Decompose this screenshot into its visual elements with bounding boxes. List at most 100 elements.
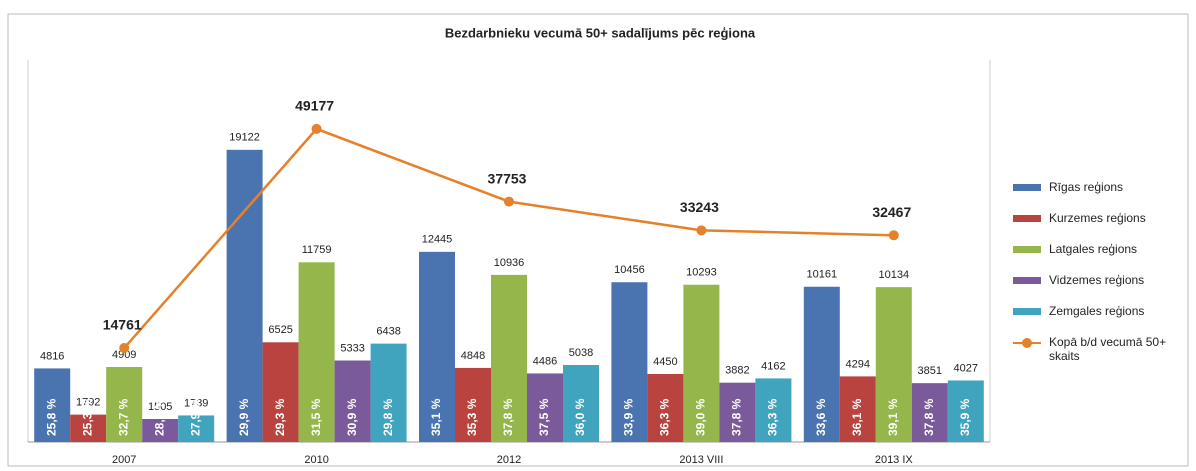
x-tick-label: 2010 <box>304 454 328 466</box>
bar <box>947 380 984 442</box>
bar-value-label: 4294 <box>846 358 870 370</box>
bar-value-label: 11759 <box>302 244 332 256</box>
bar-value-label: 3882 <box>725 365 749 377</box>
bar <box>911 383 948 442</box>
bar-share-label: 37,8 % <box>501 398 515 436</box>
bar-share-label: 32,7 % <box>116 398 130 436</box>
bar <box>262 342 299 442</box>
legend-marker <box>1022 338 1032 348</box>
x-tick-label: 2007 <box>112 454 136 466</box>
bar-value-label: 4027 <box>954 362 978 374</box>
bar <box>334 360 371 442</box>
legend: Rīgas reģions Kurzemes reģions Latgales re… <box>1013 180 1183 366</box>
bar-value-label: 10293 <box>686 267 717 279</box>
legend-label: Kurzemes reģions <box>1049 211 1146 225</box>
legend-item: Latgales reģions <box>1013 242 1183 273</box>
bar-value-label: 4909 <box>112 349 136 361</box>
bar <box>370 343 407 442</box>
bar <box>875 287 912 442</box>
bar <box>106 366 143 442</box>
bar-value-label: 19122 <box>229 132 260 144</box>
bar-value-label: 3851 <box>918 365 942 377</box>
bar-share-label: 36,3 % <box>766 398 780 436</box>
bar-value-label: 4486 <box>533 355 557 367</box>
line-point <box>311 123 322 134</box>
bar-share-label: 30,9 % <box>345 398 359 436</box>
bar-share-label: 29,9 % <box>237 398 251 436</box>
line-point <box>504 196 514 207</box>
bar-share-label: 35,3 % <box>465 398 479 436</box>
legend-swatch <box>1013 277 1041 284</box>
bar-value-label: 6438 <box>376 326 400 338</box>
bar-value-label: 4450 <box>653 356 677 368</box>
line-point <box>119 343 130 354</box>
bar-value-label: 1739 <box>184 397 208 409</box>
legend-swatch <box>1013 184 1041 191</box>
bar-value-label: 10134 <box>879 269 910 281</box>
bar-share-label: 36,0 % <box>573 398 587 436</box>
legend-label: Kopā b/d vecumā 50+ skaits <box>1049 335 1167 363</box>
bar <box>419 251 455 442</box>
bar-value-label: 10161 <box>807 269 838 281</box>
x-tick-label: 2012 <box>497 454 521 466</box>
bar <box>719 382 756 442</box>
bar <box>839 376 876 442</box>
bar-value-label: 5038 <box>569 347 593 359</box>
bar-share-label: 37,8 % <box>730 398 744 436</box>
bar <box>527 373 563 442</box>
bar <box>491 274 527 442</box>
bar <box>455 367 491 442</box>
bar-share-label: 37,5 % <box>537 398 551 436</box>
legend-swatch <box>1013 246 1041 253</box>
bar <box>70 414 107 442</box>
bar-share-label: 33,9 % <box>622 398 636 436</box>
bar <box>142 419 179 442</box>
legend-label: Latgales reģions <box>1049 242 1138 256</box>
bar-value-label: 10936 <box>494 257 525 269</box>
x-tick-label: 2013 VIII <box>679 454 723 466</box>
bar <box>226 149 263 442</box>
line-value-label: 37753 <box>488 170 527 186</box>
bar-value-label: 12445 <box>422 234 453 246</box>
legend-label: Zemgales reģions <box>1049 304 1145 318</box>
legend-swatch <box>1013 215 1041 222</box>
line-value-label: 33243 <box>680 199 719 215</box>
legend-item: Kopā b/d vecumā 50+ skaits <box>1013 335 1183 366</box>
bar-share-label: 31,5 % <box>309 398 323 436</box>
bar-share-label: 36,3 % <box>658 398 672 436</box>
bar-value-label: 10456 <box>614 264 645 276</box>
bar <box>647 374 684 442</box>
bar-share-label: 35,9 % <box>958 398 972 436</box>
bar-share-label: 39,0 % <box>694 398 708 436</box>
line-point <box>888 230 899 241</box>
legend-swatch <box>1013 308 1041 315</box>
legend-item: Vidzemes reģions <box>1013 273 1183 304</box>
bar <box>683 284 720 442</box>
legend-label: Rīgas reģions <box>1049 180 1124 194</box>
x-tick-label: 2013 IX <box>875 454 914 466</box>
bar-share-label: 39,1 % <box>886 398 900 436</box>
bar-value-label: 6525 <box>268 324 292 336</box>
line-value-label: 14761 <box>103 317 142 333</box>
chart-title: Bezdarbnieku vecumā 50+ sadalījums pēc r… <box>445 25 756 40</box>
line-value-label: 32467 <box>872 204 911 220</box>
legend-item: Zemgales reģions <box>1013 304 1183 335</box>
line-point <box>696 225 707 236</box>
bar-share-label: 35,1 % <box>429 398 443 436</box>
bar-value-label: 1792 <box>76 397 100 409</box>
bar-share-label: 25,3 % <box>80 398 94 436</box>
bar-share-label: 28,2 % <box>152 398 166 436</box>
legend-swatch <box>1013 338 1041 348</box>
bar-value-label: 5333 <box>340 342 364 354</box>
bar <box>178 415 215 442</box>
bar <box>755 378 792 442</box>
line-value-label: 49177 <box>295 98 334 114</box>
legend-item: Rīgas reģions <box>1013 180 1183 211</box>
bar <box>563 365 599 442</box>
bar-value-label: 4848 <box>461 350 485 362</box>
legend-item: Kurzemes reģions <box>1013 211 1183 242</box>
bar-share-label: 37,8 % <box>922 398 936 436</box>
bar-share-label: 29,8 % <box>381 398 395 436</box>
